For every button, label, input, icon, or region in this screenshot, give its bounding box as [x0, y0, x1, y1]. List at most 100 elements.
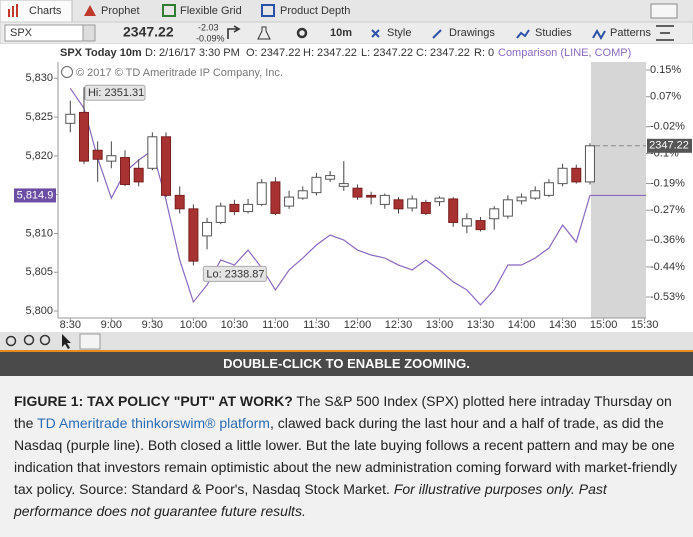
candle-body	[270, 181, 281, 214]
pointer-icon[interactable]	[62, 334, 71, 349]
x-tick-label: 13:00	[426, 319, 454, 331]
candle-body	[475, 220, 486, 231]
window-button[interactable]	[650, 3, 678, 19]
copyright: © 2017 © TD Ameritrade IP Company, Inc.	[76, 67, 283, 79]
candle-body	[202, 221, 213, 237]
header-field: O: 2347.22	[246, 47, 300, 59]
high-label-box	[84, 84, 146, 101]
x-tick-label: 14:00	[508, 319, 536, 331]
candle-body	[420, 202, 431, 214]
x-tick-label: 13:30	[467, 319, 495, 331]
menu[interactable]: Studies	[535, 27, 572, 39]
y2-tick-label: -0.44%	[650, 261, 685, 273]
info-icon	[61, 66, 73, 78]
candle-body	[106, 155, 117, 162]
tab-label[interactable]: Flexible Grid	[180, 5, 242, 17]
y2-tick-label: -0.27%	[650, 204, 685, 216]
studies-icon	[516, 29, 530, 39]
caption-link[interactable]: TD Ameritrade thinkorswim® platform	[37, 415, 270, 431]
comparison-label: Comparison (LINE, COMP)	[498, 47, 631, 59]
zoom-in-icon[interactable]	[23, 334, 35, 346]
prophet-icon	[84, 5, 96, 16]
y2-tick-label: 0.15%	[650, 64, 681, 76]
drawings-icon	[432, 29, 442, 39]
candle-body	[256, 182, 267, 205]
candle-body	[65, 113, 76, 124]
candle-body	[379, 194, 390, 205]
last-price-tag	[647, 138, 692, 153]
chart-header-title: SPX Today 10m	[60, 47, 142, 59]
x-tick-label: 11:30	[303, 319, 330, 331]
candle-body	[78, 111, 89, 162]
candle-body	[571, 167, 582, 183]
candle-body	[229, 203, 240, 213]
x-tick-label: 9:00	[101, 319, 122, 331]
menu[interactable]: Patterns	[610, 27, 651, 39]
candle-body	[147, 136, 158, 169]
candle-body	[543, 182, 554, 196]
candle-body	[297, 190, 308, 199]
symbol[interactable]: SPX	[10, 27, 33, 39]
last-comparison-text: 5,814.9	[17, 189, 54, 201]
tab-label[interactable]: Charts	[29, 5, 62, 17]
low-label-box	[202, 265, 267, 282]
bottom-toolbar	[0, 332, 693, 350]
crosshair-icon[interactable]	[5, 335, 17, 347]
x-tick-label: 15:30	[631, 319, 659, 331]
caption-lead: FIGURE 1: TAX POLICY "PUT" AT WORK?	[14, 393, 293, 409]
y2-tick-label: -0.02%	[650, 121, 685, 133]
expansion-area	[591, 62, 646, 318]
y2-tick-label: 0.07%	[650, 91, 681, 103]
candle-body	[174, 194, 185, 210]
caption-text: , clawed back during the last hour and a…	[14, 415, 677, 497]
share-icon[interactable]	[227, 25, 241, 39]
flask-icon[interactable]	[257, 26, 271, 40]
depth-icon	[261, 4, 275, 17]
last-comparison-tag	[14, 188, 56, 203]
last-price-text: 2347.22	[649, 140, 689, 152]
candle-body	[557, 167, 568, 185]
chart-window: Charts Prophet Flexible Grid Product Dep…	[0, 0, 693, 352]
y-tick-label: 5,825	[25, 111, 53, 123]
candle-body	[188, 208, 199, 262]
net-change-pct: -0.09%	[196, 33, 225, 43]
symbol-dropdown[interactable]	[82, 24, 96, 42]
patterns-icon	[592, 28, 606, 41]
x-tick-label: 14:30	[549, 319, 577, 331]
x-tick-label: 11:00	[262, 319, 289, 331]
x-tick-label: 9:30	[142, 319, 163, 331]
settings-icon[interactable]	[296, 27, 308, 39]
header-field: L: 2347.22	[361, 47, 413, 59]
candle-body	[338, 183, 349, 187]
y-tick-label: 5,820	[25, 150, 53, 162]
candle-body	[284, 196, 295, 207]
candle-body	[489, 208, 500, 220]
zoom-out-icon[interactable]	[39, 334, 51, 346]
caption: FIGURE 1: TAX POLICY "PUT" AT WORK? The …	[14, 390, 682, 522]
menu[interactable]: Style	[387, 27, 411, 39]
y2-tick-label: -0.19%	[650, 177, 685, 189]
header-field: C: 2347.22	[416, 47, 470, 59]
header-field: D: 2/16/17 3:30 PM	[145, 47, 240, 59]
x-tick-label: 10:30	[221, 319, 249, 331]
collapse-icon[interactable]	[656, 25, 674, 41]
high-label: Hi: 2351.31	[88, 87, 144, 99]
tab-label[interactable]: Product Depth	[280, 5, 350, 17]
zoom-banner[interactable]: DOUBLE-CLICK TO ENABLE ZOOMING.	[0, 352, 693, 376]
menu[interactable]: Drawings	[449, 27, 495, 39]
low-label: Lo: 2338.87	[206, 268, 264, 280]
candle-body	[215, 205, 226, 223]
aggregation[interactable]: 10m	[330, 27, 352, 39]
y-tick-label: 5,805	[25, 266, 53, 278]
caption-text: The S&P 500 Index (SPX) plotted here int…	[14, 393, 672, 431]
tab-label[interactable]: Prophet	[101, 5, 140, 17]
candle-body	[120, 157, 131, 185]
x-tick-label: 12:30	[385, 319, 413, 331]
x-tick-label: 10:00	[180, 319, 208, 331]
candle-body	[407, 198, 418, 209]
y-tick-label: 5,800	[25, 305, 53, 317]
candle-body	[311, 176, 322, 194]
pan-button[interactable]	[79, 333, 101, 350]
candle-body	[352, 187, 363, 198]
